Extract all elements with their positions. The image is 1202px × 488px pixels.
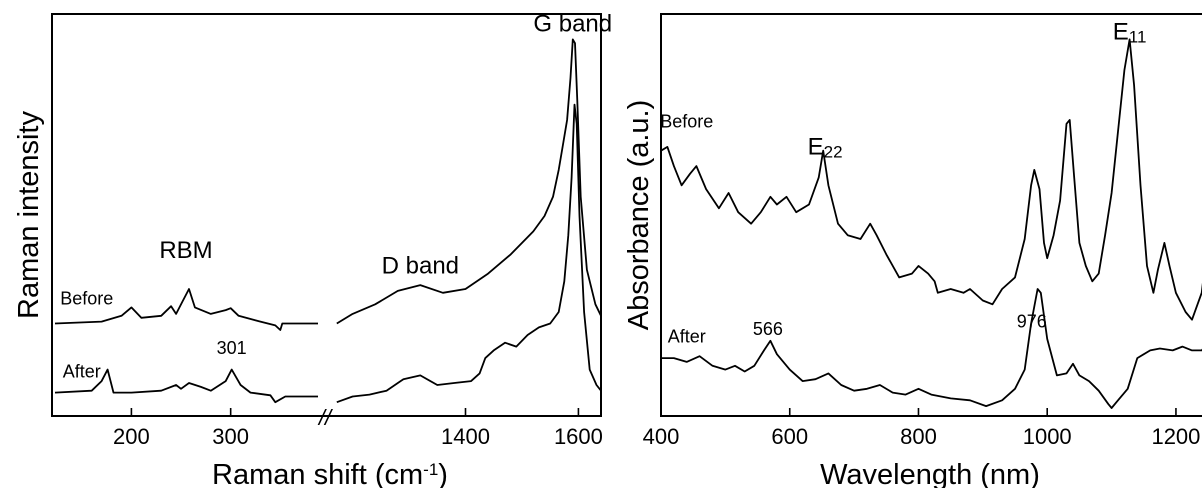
raman-annotation: After bbox=[63, 361, 101, 381]
absorbance-x-ticks: 400 600 800 1000 1200 bbox=[643, 408, 1200, 449]
absorbance-series bbox=[660, 38, 1202, 409]
raman-annotation: G band bbox=[533, 11, 612, 38]
absorbance-annotation: Before bbox=[660, 112, 713, 132]
absorbance-annotation: E22 bbox=[808, 134, 843, 162]
raman-x-ticks: 200 300 1400 1600 // bbox=[113, 405, 603, 449]
x-tick-label: 400 bbox=[643, 424, 680, 449]
raman-line-before bbox=[336, 38, 602, 325]
raman-x-axis-label: Raman shift (cm-1) bbox=[212, 459, 448, 488]
absorbance-panel: 400 600 800 1000 1200 E11 E22 Before After 566 97… bbox=[623, 13, 1202, 488]
x-tick-label: 1400 bbox=[441, 424, 490, 449]
x-tick-label: 800 bbox=[900, 424, 937, 449]
x-tick-label: 1600 bbox=[554, 424, 603, 449]
absorbance-annotation: After bbox=[668, 327, 706, 347]
x-tick-label: 1200 bbox=[1151, 424, 1200, 449]
raman-annotations: G band RBM D band 301 Before After bbox=[60, 11, 612, 382]
absorbance-line-before bbox=[660, 38, 1202, 321]
raman-panel: 200 300 1400 1600 // G band RBM D band 301 Befor… bbox=[13, 11, 612, 488]
absorbance-annotation: E11 bbox=[1113, 18, 1147, 46]
raman-line-before bbox=[54, 288, 318, 331]
absorbance-line-after bbox=[661, 288, 1202, 409]
axis-break-mark: // bbox=[317, 405, 333, 430]
absorbance-annotation: 976 bbox=[1017, 311, 1047, 331]
raman-annotation: RBM bbox=[159, 237, 212, 264]
absorbance-plot-frame bbox=[660, 13, 1202, 417]
absorbance-y-axis-label: Absorbance (a.u.) bbox=[623, 100, 655, 331]
absorbance-annotation: 566 bbox=[753, 319, 783, 339]
absorbance-annotations: E11 E22 Before After 566 976 bbox=[660, 18, 1146, 346]
raman-y-axis-label: Raman intensity bbox=[13, 111, 45, 319]
x-tick-label: 200 bbox=[113, 424, 150, 449]
raman-annotation: D band bbox=[382, 253, 459, 280]
raman-plot-frame bbox=[51, 13, 602, 417]
x-tick-label: 1000 bbox=[1023, 424, 1072, 449]
absorbance-x-axis-label: Wavelength (nm) bbox=[820, 459, 1040, 488]
x-tick-label: 300 bbox=[212, 424, 249, 449]
raman-line-after bbox=[54, 368, 318, 404]
x-tick-label: 600 bbox=[771, 424, 808, 449]
raman-annotation: 301 bbox=[217, 338, 247, 358]
raman-line-after bbox=[336, 103, 602, 404]
raman-annotation: Before bbox=[60, 288, 113, 308]
raman-series bbox=[54, 38, 602, 404]
